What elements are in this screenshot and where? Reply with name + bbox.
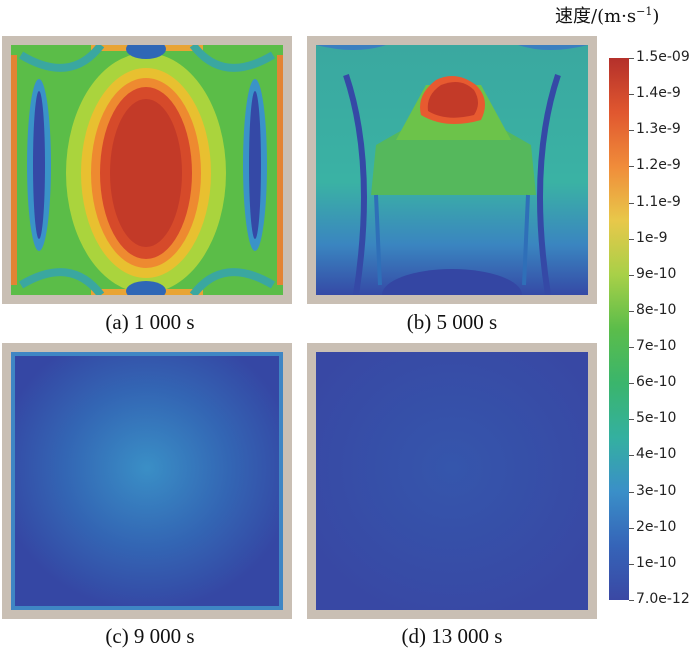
colorbar-label: 6e-10 — [636, 374, 677, 391]
caption-d: (d) 13 000 s — [401, 624, 503, 648]
colorbar-tick — [629, 202, 634, 204]
colorbar-label: 4e-10 — [636, 446, 677, 463]
panel-b — [307, 36, 597, 304]
colorbar-label: 9e-10 — [636, 265, 677, 282]
colorbar-tick — [629, 310, 634, 312]
caption-c: (c) 9 000 s — [105, 624, 195, 648]
colorbar-tick — [629, 419, 634, 421]
colorbar-label: 3e-10 — [636, 482, 677, 499]
colorbar-title: 速度/(m·s−1) — [555, 5, 660, 27]
caption-a: (a) 1 000 s — [105, 310, 195, 334]
panel-c — [2, 343, 292, 619]
colorbar-label: 1e-9 — [636, 229, 668, 246]
colorbar-label: 7e-10 — [636, 338, 677, 355]
panel-d — [307, 343, 597, 619]
contour-plot-c — [11, 352, 283, 610]
colorbar-label: 7.0e-12 — [636, 591, 690, 607]
velocity-field-b — [316, 45, 588, 295]
colorbar-label: 1e-10 — [636, 554, 677, 571]
contour-plot-b — [316, 45, 588, 295]
colorbar-tick — [629, 166, 634, 168]
colorbar-gradient — [609, 58, 629, 600]
colorbar-tick — [629, 347, 634, 349]
colorbar-tick — [629, 94, 634, 96]
colorbar-tick — [629, 491, 634, 493]
caption-b: (b) 5 000 s — [406, 310, 498, 334]
colorbar-label: 8e-10 — [636, 301, 677, 318]
velocity-field-d — [316, 352, 588, 610]
contour-plot-d — [316, 352, 588, 610]
colorbar-label: 5e-10 — [636, 410, 677, 427]
colorbar-tick — [629, 274, 634, 276]
colorbar-tick — [629, 130, 634, 132]
colorbar-label: 1.3e-9 — [636, 121, 681, 138]
colorbar-label: 1.4e-9 — [636, 85, 681, 102]
colorbar-tick — [629, 455, 634, 457]
colorbar-tick — [629, 383, 634, 385]
colorbar-label: 2e-10 — [636, 518, 677, 535]
colorbar-label: 1.2e-9 — [636, 157, 681, 174]
contour-plot-a — [11, 45, 283, 295]
panel-a — [2, 36, 292, 304]
colorbar-tick — [629, 600, 634, 601]
velocity-field-c — [11, 352, 283, 610]
colorbar-tick — [629, 58, 634, 59]
colorbar-label: 1.1e-9 — [636, 193, 681, 210]
colorbar-label: 1.5e-09 — [636, 49, 690, 65]
colorbar-tick — [629, 238, 634, 240]
velocity-field-a — [11, 45, 283, 295]
colorbar-tick — [629, 563, 634, 565]
colorbar-tick — [629, 527, 634, 529]
